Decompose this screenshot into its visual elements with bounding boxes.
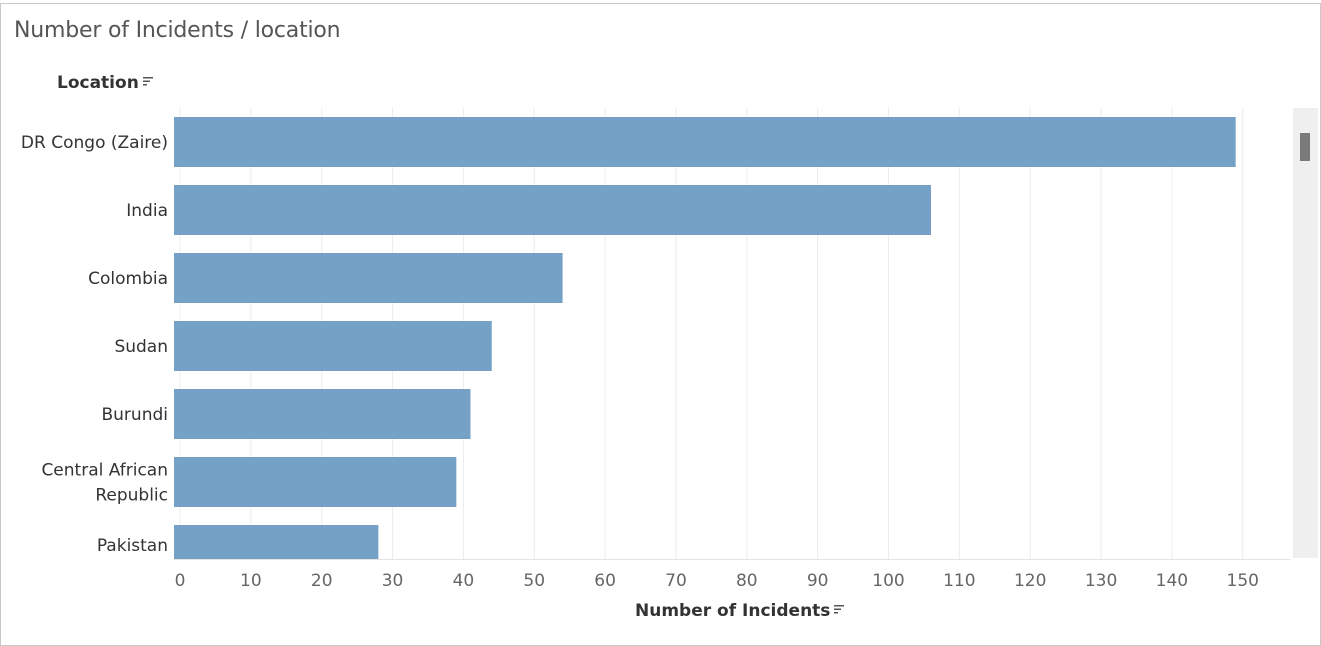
x-tick-label-70: 70 [665,571,687,591]
x-tick-label-30: 30 [382,571,404,591]
x-tick-label-150: 150 [1227,571,1259,591]
location-axis-label: Location [57,73,139,93]
x-tick-label-130: 130 [1085,571,1117,591]
category-label-2[interactable]: Colombia [88,269,168,289]
bar-4[interactable] [174,389,471,439]
x-tick-label-10: 10 [240,571,262,591]
category-label-4[interactable]: Burundi [102,405,169,425]
x-axis-header[interactable]: Number of Incidents [635,601,845,621]
x-tick-label-60: 60 [594,571,616,591]
bar-3[interactable] [174,321,492,371]
x-tick-label-90: 90 [807,571,829,591]
x-tick-label-140: 140 [1156,571,1188,591]
x-tick-label-50: 50 [523,571,545,591]
location-axis-header[interactable]: Location [57,73,153,93]
bar-0[interactable] [174,117,1236,167]
category-label-6[interactable]: Pakistan [97,536,168,556]
category-label-3[interactable]: Sudan [114,337,168,357]
x-tick-label-0: 0 [175,571,186,591]
x-tick-label-40: 40 [453,571,475,591]
x-sort-icon[interactable] [834,604,845,614]
bar-6[interactable] [174,525,379,575]
vertical-scrollbar[interactable] [1293,108,1318,558]
bar-1[interactable] [174,185,932,235]
x-tick-label-80: 80 [736,571,758,591]
chart-title: Number of Incidents / location [14,18,341,43]
scrollbar-thumb[interactable] [1300,133,1310,161]
category-label-1[interactable]: India [126,201,168,221]
bar-2[interactable] [174,253,563,303]
x-tick-label-100: 100 [872,571,904,591]
x-tick-label-110: 110 [943,571,975,591]
bar-5[interactable] [174,457,457,507]
sort-icon[interactable] [142,76,153,86]
x-axis-label: Number of Incidents [635,601,831,621]
x-tick-label-20: 20 [311,571,333,591]
category-label-0[interactable]: DR Congo (Zaire) [21,133,168,153]
bars-group [174,117,1236,575]
category-label-5[interactable]: Central African Republic [41,461,168,506]
x-tick-label-120: 120 [1014,571,1046,591]
